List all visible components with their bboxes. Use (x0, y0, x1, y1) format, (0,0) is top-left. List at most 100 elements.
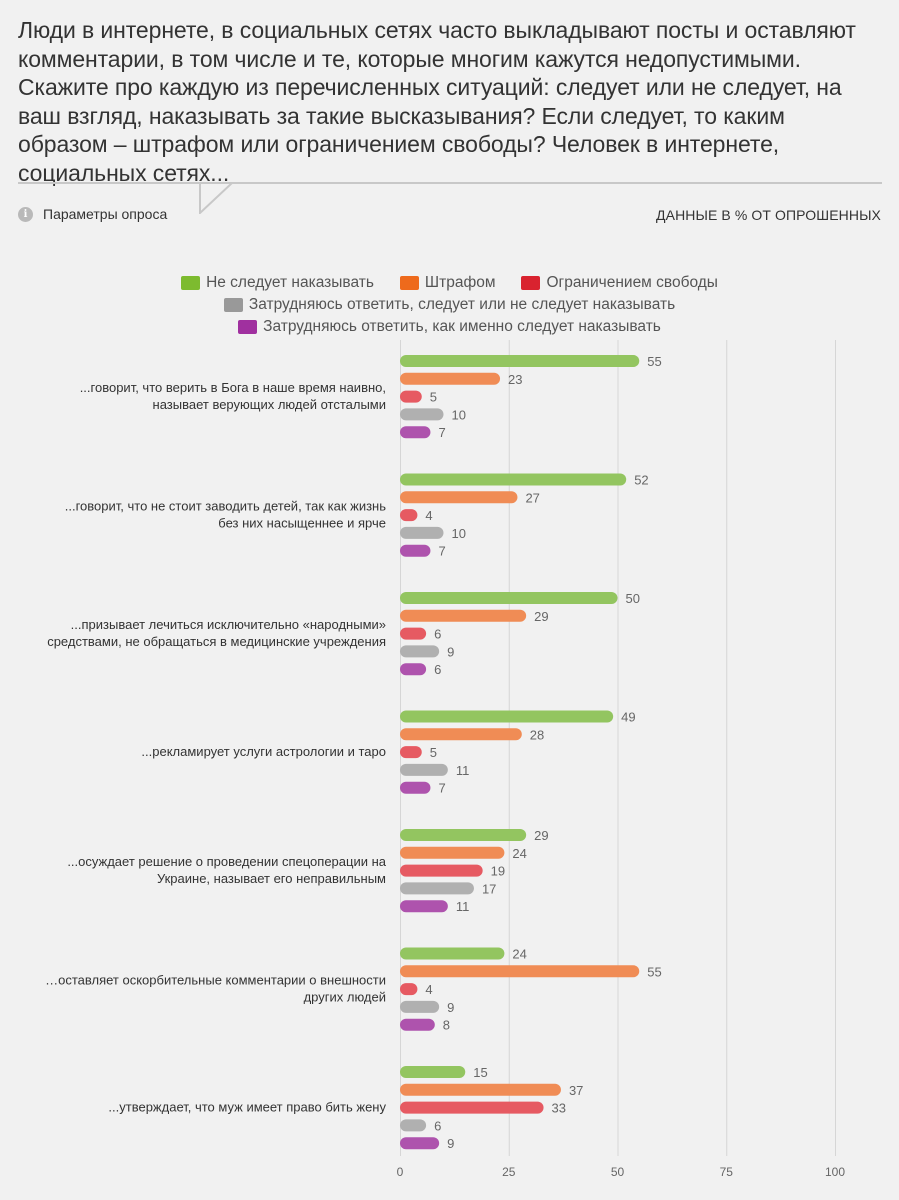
data-label: 23 (508, 372, 522, 387)
bar (400, 947, 505, 960)
data-label: 6 (434, 662, 441, 677)
data-label: 6 (434, 627, 441, 642)
data-label: 9 (447, 644, 454, 659)
category-label: ...утверждает, что муж имеет право бить … (108, 1100, 386, 1115)
category-label: ...осуждает решение о проведении спецопе… (67, 854, 386, 869)
data-label: 29 (534, 828, 548, 843)
bar (400, 746, 422, 759)
bar (400, 1137, 440, 1150)
bar (400, 1000, 440, 1013)
legend-row: Затрудняюсь ответить, как именно следует… (0, 316, 899, 338)
bar (400, 965, 640, 978)
survey-params-link[interactable]: i Параметры опроса (18, 206, 167, 222)
info-icon: i (18, 206, 33, 222)
bar (400, 900, 448, 913)
data-label: 49 (621, 710, 635, 725)
data-label: 55 (647, 354, 661, 369)
category-label: ...рекламирует услуги астрологии и таро (141, 744, 386, 759)
bar (400, 728, 522, 741)
data-label: 7 (438, 544, 445, 559)
data-label: 28 (530, 727, 544, 742)
category-label: без них насыщеннее и ярче (218, 516, 386, 531)
data-label: 10 (452, 526, 466, 541)
bar (400, 846, 505, 859)
x-tick-label: 100 (825, 1165, 845, 1179)
category-label: …оставляет оскорбительные комментарии о … (45, 973, 386, 988)
bar (400, 829, 527, 841)
chart-legend: Не следует наказывать Штрафом Ограничени… (0, 272, 899, 338)
data-label: 7 (438, 781, 445, 796)
bar (400, 372, 501, 385)
data-label: 11 (456, 899, 470, 914)
question-title: Люди в интернете, в социальных сетях час… (18, 17, 856, 186)
legend-item-unsure-whether[interactable]: Затрудняюсь ответить, следует или не сле… (223, 296, 676, 314)
bar (400, 509, 418, 522)
data-label: 33 (552, 1101, 566, 1116)
bar (400, 473, 627, 486)
legend-item-imprisonment[interactable]: Ограничением свободы (521, 274, 718, 292)
bar (400, 763, 448, 776)
bar (400, 544, 431, 557)
data-label: 7 (438, 425, 445, 440)
bar (400, 645, 440, 658)
x-tick-label: 75 (720, 1165, 734, 1179)
legend-label: Ограничением свободы (546, 274, 718, 291)
data-label: 37 (569, 1083, 583, 1098)
bar (400, 781, 431, 794)
data-label: 50 (626, 591, 640, 606)
bar (400, 663, 427, 676)
data-label: 55 (647, 964, 661, 979)
category-label: ...говорит, что верить в Бога в наше вре… (80, 380, 386, 395)
legend-swatch (521, 276, 541, 290)
legend-swatch (399, 276, 419, 290)
bar (400, 408, 444, 421)
category-label: ...говорит, что не стоит заводить детей,… (65, 499, 386, 514)
data-label: 24 (512, 947, 526, 962)
bar (400, 864, 483, 877)
bar (400, 710, 614, 723)
legend-label: Затрудняюсь ответить, следует или не сле… (248, 296, 676, 313)
bar (400, 1083, 561, 1096)
category-label: называет верующих людей отсталыми (153, 397, 386, 412)
data-label: 19 (491, 864, 505, 879)
bar (400, 1066, 466, 1078)
bar (400, 627, 427, 640)
data-label: 27 (525, 490, 539, 505)
bar (400, 1101, 544, 1114)
data-label: 15 (473, 1065, 487, 1080)
legend-swatch (223, 298, 243, 312)
bar (400, 355, 640, 367)
legend-swatch (238, 320, 258, 334)
legend-item-not-punish[interactable]: Не следует наказывать (181, 274, 374, 292)
survey-params-label: Параметры опроса (43, 206, 168, 222)
bar (400, 1119, 427, 1132)
legend-item-unsure-how[interactable]: Затрудняюсь ответить, как именно следует… (238, 318, 661, 336)
category-label: ...призывает лечиться исключительно «нар… (71, 617, 386, 632)
data-label: 29 (534, 609, 548, 624)
legend-item-fine[interactable]: Штрафом (399, 274, 496, 292)
data-label: 4 (425, 508, 432, 523)
data-label: 52 (634, 473, 648, 488)
bar (400, 609, 527, 622)
data-label: 6 (434, 1118, 441, 1133)
x-tick-label: 25 (502, 1165, 516, 1179)
bar (400, 526, 444, 539)
legend-label: Не следует наказывать (206, 274, 374, 291)
bar (400, 983, 418, 996)
bar (400, 426, 431, 439)
data-label: 5 (430, 390, 437, 405)
bar (400, 491, 518, 504)
legend-label: Штрафом (424, 274, 496, 291)
bar (400, 1018, 435, 1031)
x-tick-label: 50 (611, 1165, 625, 1179)
data-label: 5 (430, 745, 437, 760)
category-label: Украине, называет его неправильным (157, 871, 386, 886)
data-label: 9 (447, 1000, 454, 1015)
x-tick-label: 0 (397, 1165, 404, 1179)
header-divider (18, 182, 882, 214)
legend-row: Не следует наказывать Штрафом Ограничени… (0, 272, 899, 294)
data-label: 10 (452, 407, 466, 422)
bar (400, 882, 474, 895)
legend-row: Затрудняюсь ответить, следует или не сле… (0, 294, 899, 316)
bar-chart: 0 25 50 75 100...говорит, что верить в Бога … (45, 340, 845, 1179)
